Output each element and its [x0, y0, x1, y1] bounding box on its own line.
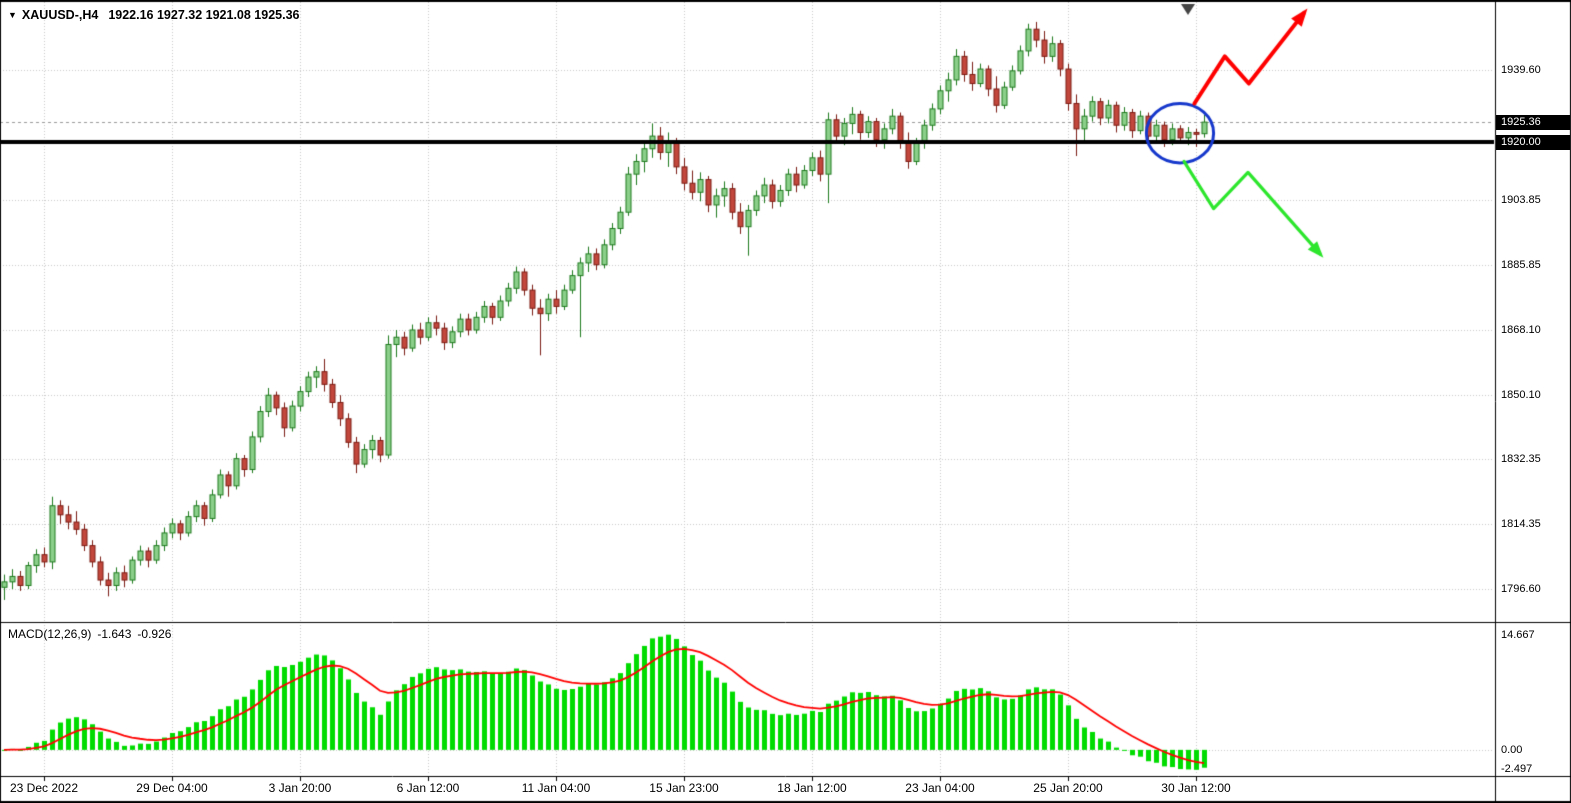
bullish-scenario-arrow[interactable] — [1186, 5, 1312, 112]
price-tick-label: 1868.10 — [1501, 323, 1541, 336]
price-tick-label: 1796.60 — [1501, 582, 1541, 595]
price-tick-label: 1903.85 — [1501, 194, 1541, 207]
macd-indicator-label: MACD(12,26,9) -1.643 -0.926 — [8, 627, 177, 641]
macd-tick-label: -2.497 — [1501, 763, 1533, 776]
ohlc-readout: 1922.16 1927.32 1921.08 1925.36 — [108, 8, 300, 22]
chart-title: ▼ XAUUSD-,H4 1922.16 1927.32 1921.08 1925.… — [8, 8, 299, 22]
symbol-timeframe-label: XAUUSD-,H4 — [21, 8, 99, 22]
macd-value: -1.643 — [97, 627, 132, 641]
price-tick-label: 1850.10 — [1501, 388, 1541, 401]
date-tick-label: 3 Jan 20:00 — [268, 781, 332, 795]
price-tick-label: 1885.85 — [1501, 259, 1541, 272]
price-tick-label: 1939.60 — [1501, 64, 1541, 77]
date-tick-label: 23 Jan 04:00 — [905, 781, 975, 795]
date-tick-label: 25 Jan 20:00 — [1033, 781, 1103, 795]
date-tick-label: 18 Jan 12:00 — [777, 781, 847, 795]
hline-price-label[interactable]: 1920.00 — [1496, 134, 1570, 150]
bearish-scenario-arrow[interactable] — [1176, 153, 1328, 261]
macd-tick-label: 0.00 — [1501, 743, 1523, 756]
date-tick-label: 29 Dec 04:00 — [136, 781, 208, 795]
price-tick-label: 1814.35 — [1501, 518, 1541, 531]
symbol-dropdown-icon[interactable]: ▼ — [8, 10, 17, 20]
current-price-label: 1925.36 — [1496, 115, 1570, 131]
macd-name: MACD(12,26,9) — [8, 627, 92, 641]
horizontal-line-1920[interactable] — [0, 138, 1494, 146]
date-tick-label: 6 Jan 12:00 — [396, 781, 460, 795]
price-tick-label: 1832.35 — [1501, 453, 1541, 466]
price-axis[interactable]: 1939.60 1903.85 1885.85 1868.10 1850.10 1832.… — [1496, 0, 1571, 622]
date-tick-label: 23 Dec 2022 — [9, 781, 79, 795]
date-axis[interactable]: 23 Dec 2022 29 Dec 04:00 3 Jan 20:00 6 Jan … — [0, 777, 1494, 801]
macd-signal-value: -0.926 — [137, 627, 172, 641]
date-tick-label: 11 Jan 04:00 — [521, 781, 591, 795]
date-tick-label: 15 Jan 23:00 — [649, 781, 719, 795]
date-tick-label: 30 Jan 12:00 — [1161, 781, 1231, 795]
macd-axis[interactable]: 14.667 0.00 -2.497 — [1496, 622, 1571, 777]
macd-tick-label: 14.667 — [1501, 628, 1535, 641]
